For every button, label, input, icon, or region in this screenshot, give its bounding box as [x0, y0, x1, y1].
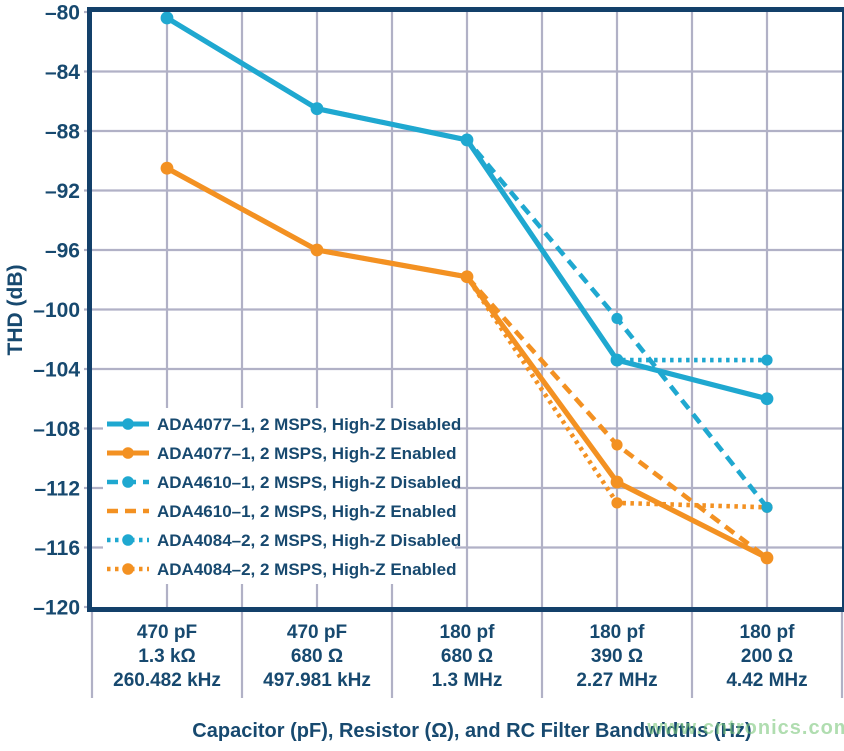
x-category-label: 470 pF — [137, 622, 197, 643]
legend-swatch-marker — [122, 476, 134, 488]
data-point — [161, 162, 174, 175]
data-point — [311, 244, 324, 257]
legend-label: ADA4084–2, 2 MSPS, High-Z Disabled — [157, 531, 461, 550]
legend-swatch-marker — [122, 563, 134, 575]
y-tick-label: –100 — [33, 299, 80, 322]
legend-label: ADA4610–1, 2 MSPS, High-Z Disabled — [157, 473, 461, 492]
data-point — [461, 134, 474, 147]
x-category-label: 200 Ω — [741, 646, 793, 667]
data-point — [611, 497, 622, 508]
legend-item: ADA4077–1, 2 MSPS, High-Z Enabled — [107, 444, 456, 463]
x-category-label: 180 pf — [440, 622, 496, 643]
legend-label: ADA4084–2, 2 MSPS, High-Z Enabled — [157, 560, 456, 579]
legend-swatch-marker — [122, 534, 134, 546]
legend-item: ADA4084–2, 2 MSPS, High-Z Disabled — [107, 531, 461, 550]
y-tick-label: –92 — [45, 180, 80, 203]
data-point — [761, 552, 774, 565]
x-category-label: 390 Ω — [591, 646, 643, 667]
x-category-label: 680 Ω — [441, 646, 493, 667]
y-tick-label: –84 — [45, 61, 80, 84]
data-point — [461, 270, 474, 283]
x-category-label: 680 Ω — [291, 646, 343, 667]
x-category-label: 1.3 kΩ — [138, 646, 196, 667]
x-category-label: 2.27 MHz — [576, 670, 657, 691]
x-category-label: 180 pf — [590, 622, 646, 643]
y-axis-title: THD (dB) — [4, 265, 27, 356]
data-point — [311, 102, 324, 115]
legend-item: ADA4077–1, 2 MSPS, High-Z Disabled — [107, 415, 461, 434]
y-tick-label: –120 — [33, 597, 80, 620]
gridlines — [84, 12, 842, 698]
x-category-label: 260.482 kHz — [113, 670, 221, 691]
x-category-label: 180 pf — [740, 622, 796, 643]
legend-item: ADA4610–1, 2 MSPS, High-Z Enabled — [107, 502, 456, 521]
x-category-label: 497.981 kHz — [263, 670, 371, 691]
data-point — [611, 476, 624, 489]
legend-item: ADA4084–2, 2 MSPS, High-Z Enabled — [107, 560, 456, 579]
legend-swatch-marker — [122, 418, 134, 430]
data-point — [761, 392, 774, 405]
y-tick-label: –80 — [45, 2, 80, 25]
y-tick-label: –88 — [45, 121, 80, 144]
y-tick-label: –104 — [33, 359, 80, 382]
legend-label: ADA4077–1, 2 MSPS, High-Z Enabled — [157, 444, 456, 463]
y-tick-label: –108 — [33, 418, 80, 441]
legend-background — [103, 408, 455, 584]
x-category-label: 1.3 MHz — [432, 670, 503, 691]
legend-label: ADA4077–1, 2 MSPS, High-Z Disabled — [157, 415, 461, 434]
data-point — [761, 502, 772, 513]
y-tick-label: –96 — [45, 240, 80, 263]
y-tick-label: –112 — [34, 478, 80, 501]
data-point — [611, 354, 624, 367]
watermark-text: www.cntronics.com — [646, 717, 844, 739]
x-category-label: 4.42 MHz — [726, 670, 807, 691]
legend-label: ADA4610–1, 2 MSPS, High-Z Enabled — [157, 502, 456, 521]
data-point — [761, 354, 772, 365]
legend-item: ADA4610–1, 2 MSPS, High-Z Disabled — [107, 473, 461, 492]
data-point — [161, 12, 174, 25]
legend-swatch-marker — [122, 447, 134, 459]
x-category-label: 470 pF — [287, 622, 347, 643]
y-tick-label: –116 — [34, 537, 80, 560]
data-point — [611, 439, 622, 450]
data-point — [611, 313, 622, 324]
legend: ADA4077–1, 2 MSPS, High-Z Disabled ADA407… — [103, 408, 461, 584]
